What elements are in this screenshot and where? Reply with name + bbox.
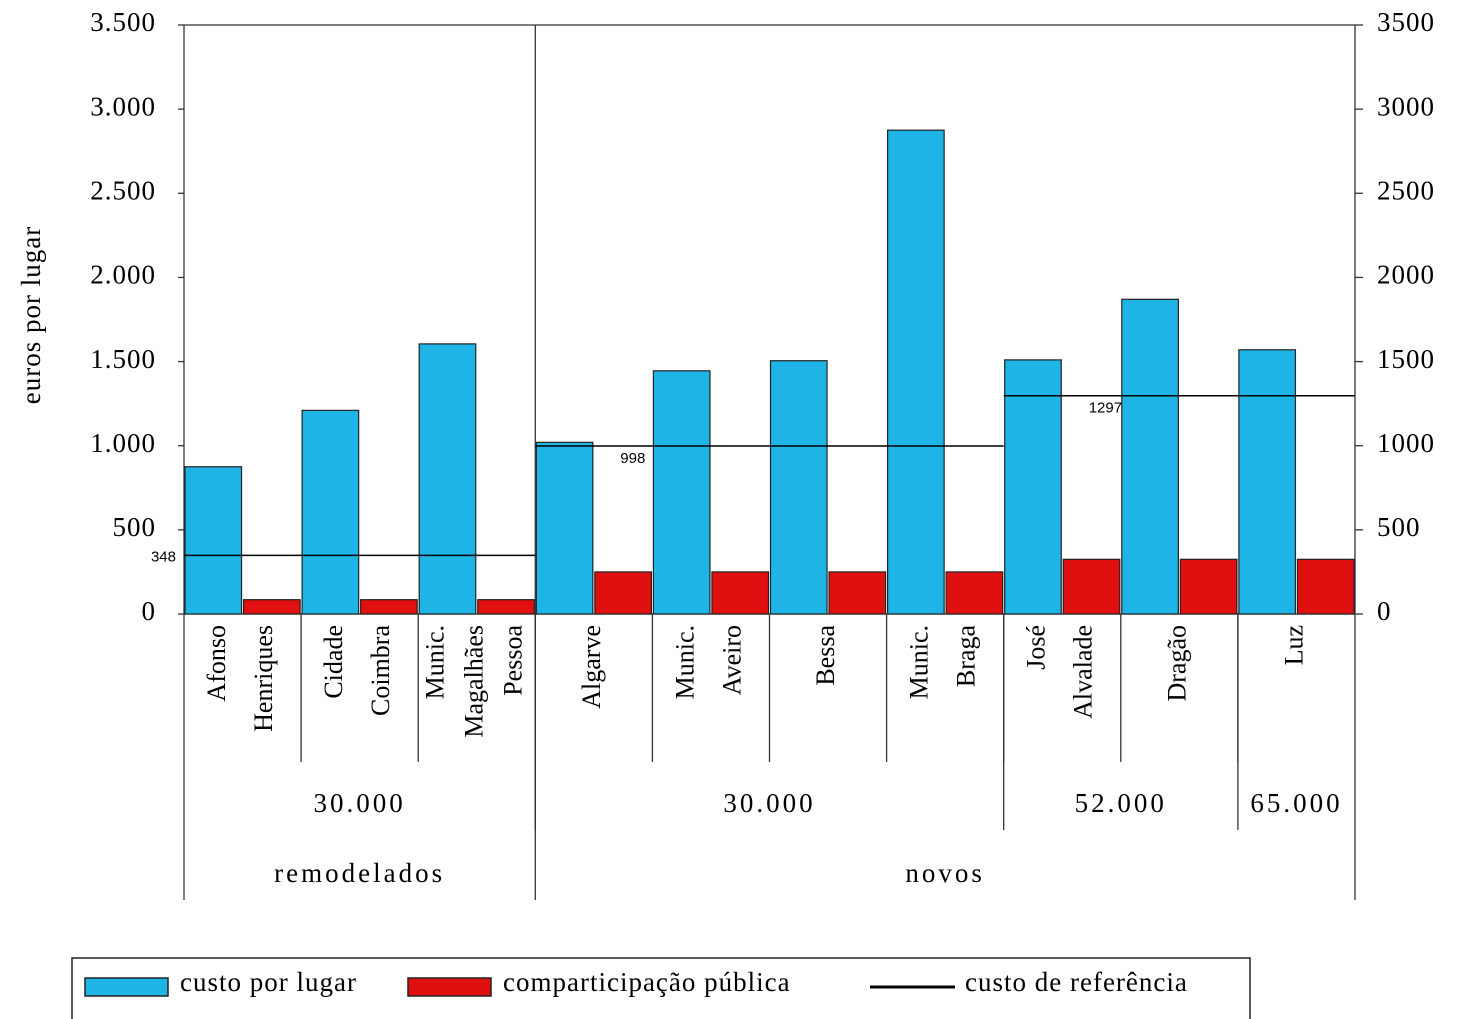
x-tick-label: Braga <box>952 625 981 688</box>
type-label: remodelados <box>274 858 445 888</box>
bar <box>652 370 711 615</box>
bar <box>242 599 301 615</box>
bar <box>418 343 477 615</box>
x-tick-label: Munic. <box>670 625 699 699</box>
y-tick-label: 3.500 <box>90 7 156 37</box>
legend-swatch <box>84 977 169 997</box>
x-tick-label: Bessa <box>811 625 840 686</box>
capacity-label: 52.000 <box>1075 788 1167 818</box>
bar <box>1004 359 1062 615</box>
x-tick-label: Henriques <box>249 625 278 732</box>
y-tick-label: 1.500 <box>90 344 156 374</box>
bar <box>711 571 770 615</box>
x-tick-label: Luz <box>1279 625 1308 665</box>
capacity-label: 30.000 <box>314 788 406 818</box>
bar <box>1296 558 1355 615</box>
y2-tick-label: 0 <box>1377 596 1392 626</box>
y-tick-label: 1.000 <box>90 428 156 458</box>
bar <box>477 599 535 615</box>
y2-tick-label: 1000 <box>1377 428 1435 458</box>
y2-tick-label: 3000 <box>1377 91 1435 121</box>
bar <box>1238 349 1297 615</box>
bar <box>594 571 652 615</box>
capacity-label: 30.000 <box>723 788 815 818</box>
y-tick-label: 3.000 <box>90 91 156 121</box>
bar <box>360 599 418 615</box>
y-tick-label: 0 <box>142 596 157 626</box>
x-tick-label: Coimbra <box>366 625 395 716</box>
x-tick-label: Alvalade <box>1069 625 1098 719</box>
reference-label: 998 <box>620 450 645 467</box>
bar <box>301 409 360 615</box>
y-tick-label: 2.500 <box>90 175 156 205</box>
legend-box <box>71 957 1251 1019</box>
bar <box>535 441 594 615</box>
legend-swatch <box>407 977 492 997</box>
y2-tick-label: 3500 <box>1377 7 1435 37</box>
legend-label: comparticipação pública <box>503 967 791 997</box>
x-tick-label: José <box>1022 625 1051 670</box>
bar <box>769 360 828 615</box>
bar <box>945 571 1004 615</box>
bar <box>184 466 243 615</box>
type-label: novos <box>905 858 985 888</box>
y2-tick-label: 500 <box>1377 512 1421 542</box>
x-tick-label: Pessoa <box>499 625 528 696</box>
y2-tick-label: 1500 <box>1377 344 1435 374</box>
capacity-label: 65.000 <box>1250 788 1342 818</box>
x-tick-label: Munic. <box>905 625 934 699</box>
y-tick-label: 500 <box>113 512 157 542</box>
bar <box>1062 558 1121 615</box>
y-axis-label: euros por lugar <box>16 226 46 404</box>
bar <box>1121 298 1179 615</box>
reference-label: 348 <box>151 548 176 565</box>
x-tick-label: Dragão <box>1162 625 1191 702</box>
x-tick-label: Munic. <box>421 625 450 699</box>
x-tick-label: Magalhães <box>460 625 489 738</box>
bar <box>1179 558 1238 615</box>
legend-label: custo de referência <box>965 967 1188 997</box>
x-tick-label: Algarve <box>577 625 606 709</box>
y2-tick-label: 2500 <box>1377 175 1435 205</box>
reference-label: 1297 <box>1089 400 1122 417</box>
bar <box>886 129 945 615</box>
bar <box>828 571 887 615</box>
x-tick-label: Afonso <box>202 625 231 702</box>
x-tick-label: Aveiro <box>717 625 746 695</box>
y2-tick-label: 2000 <box>1377 260 1435 290</box>
legend-label: custo por lugar <box>180 967 357 997</box>
y-tick-label: 2.000 <box>90 260 156 290</box>
x-tick-label: Cidade <box>319 625 348 699</box>
